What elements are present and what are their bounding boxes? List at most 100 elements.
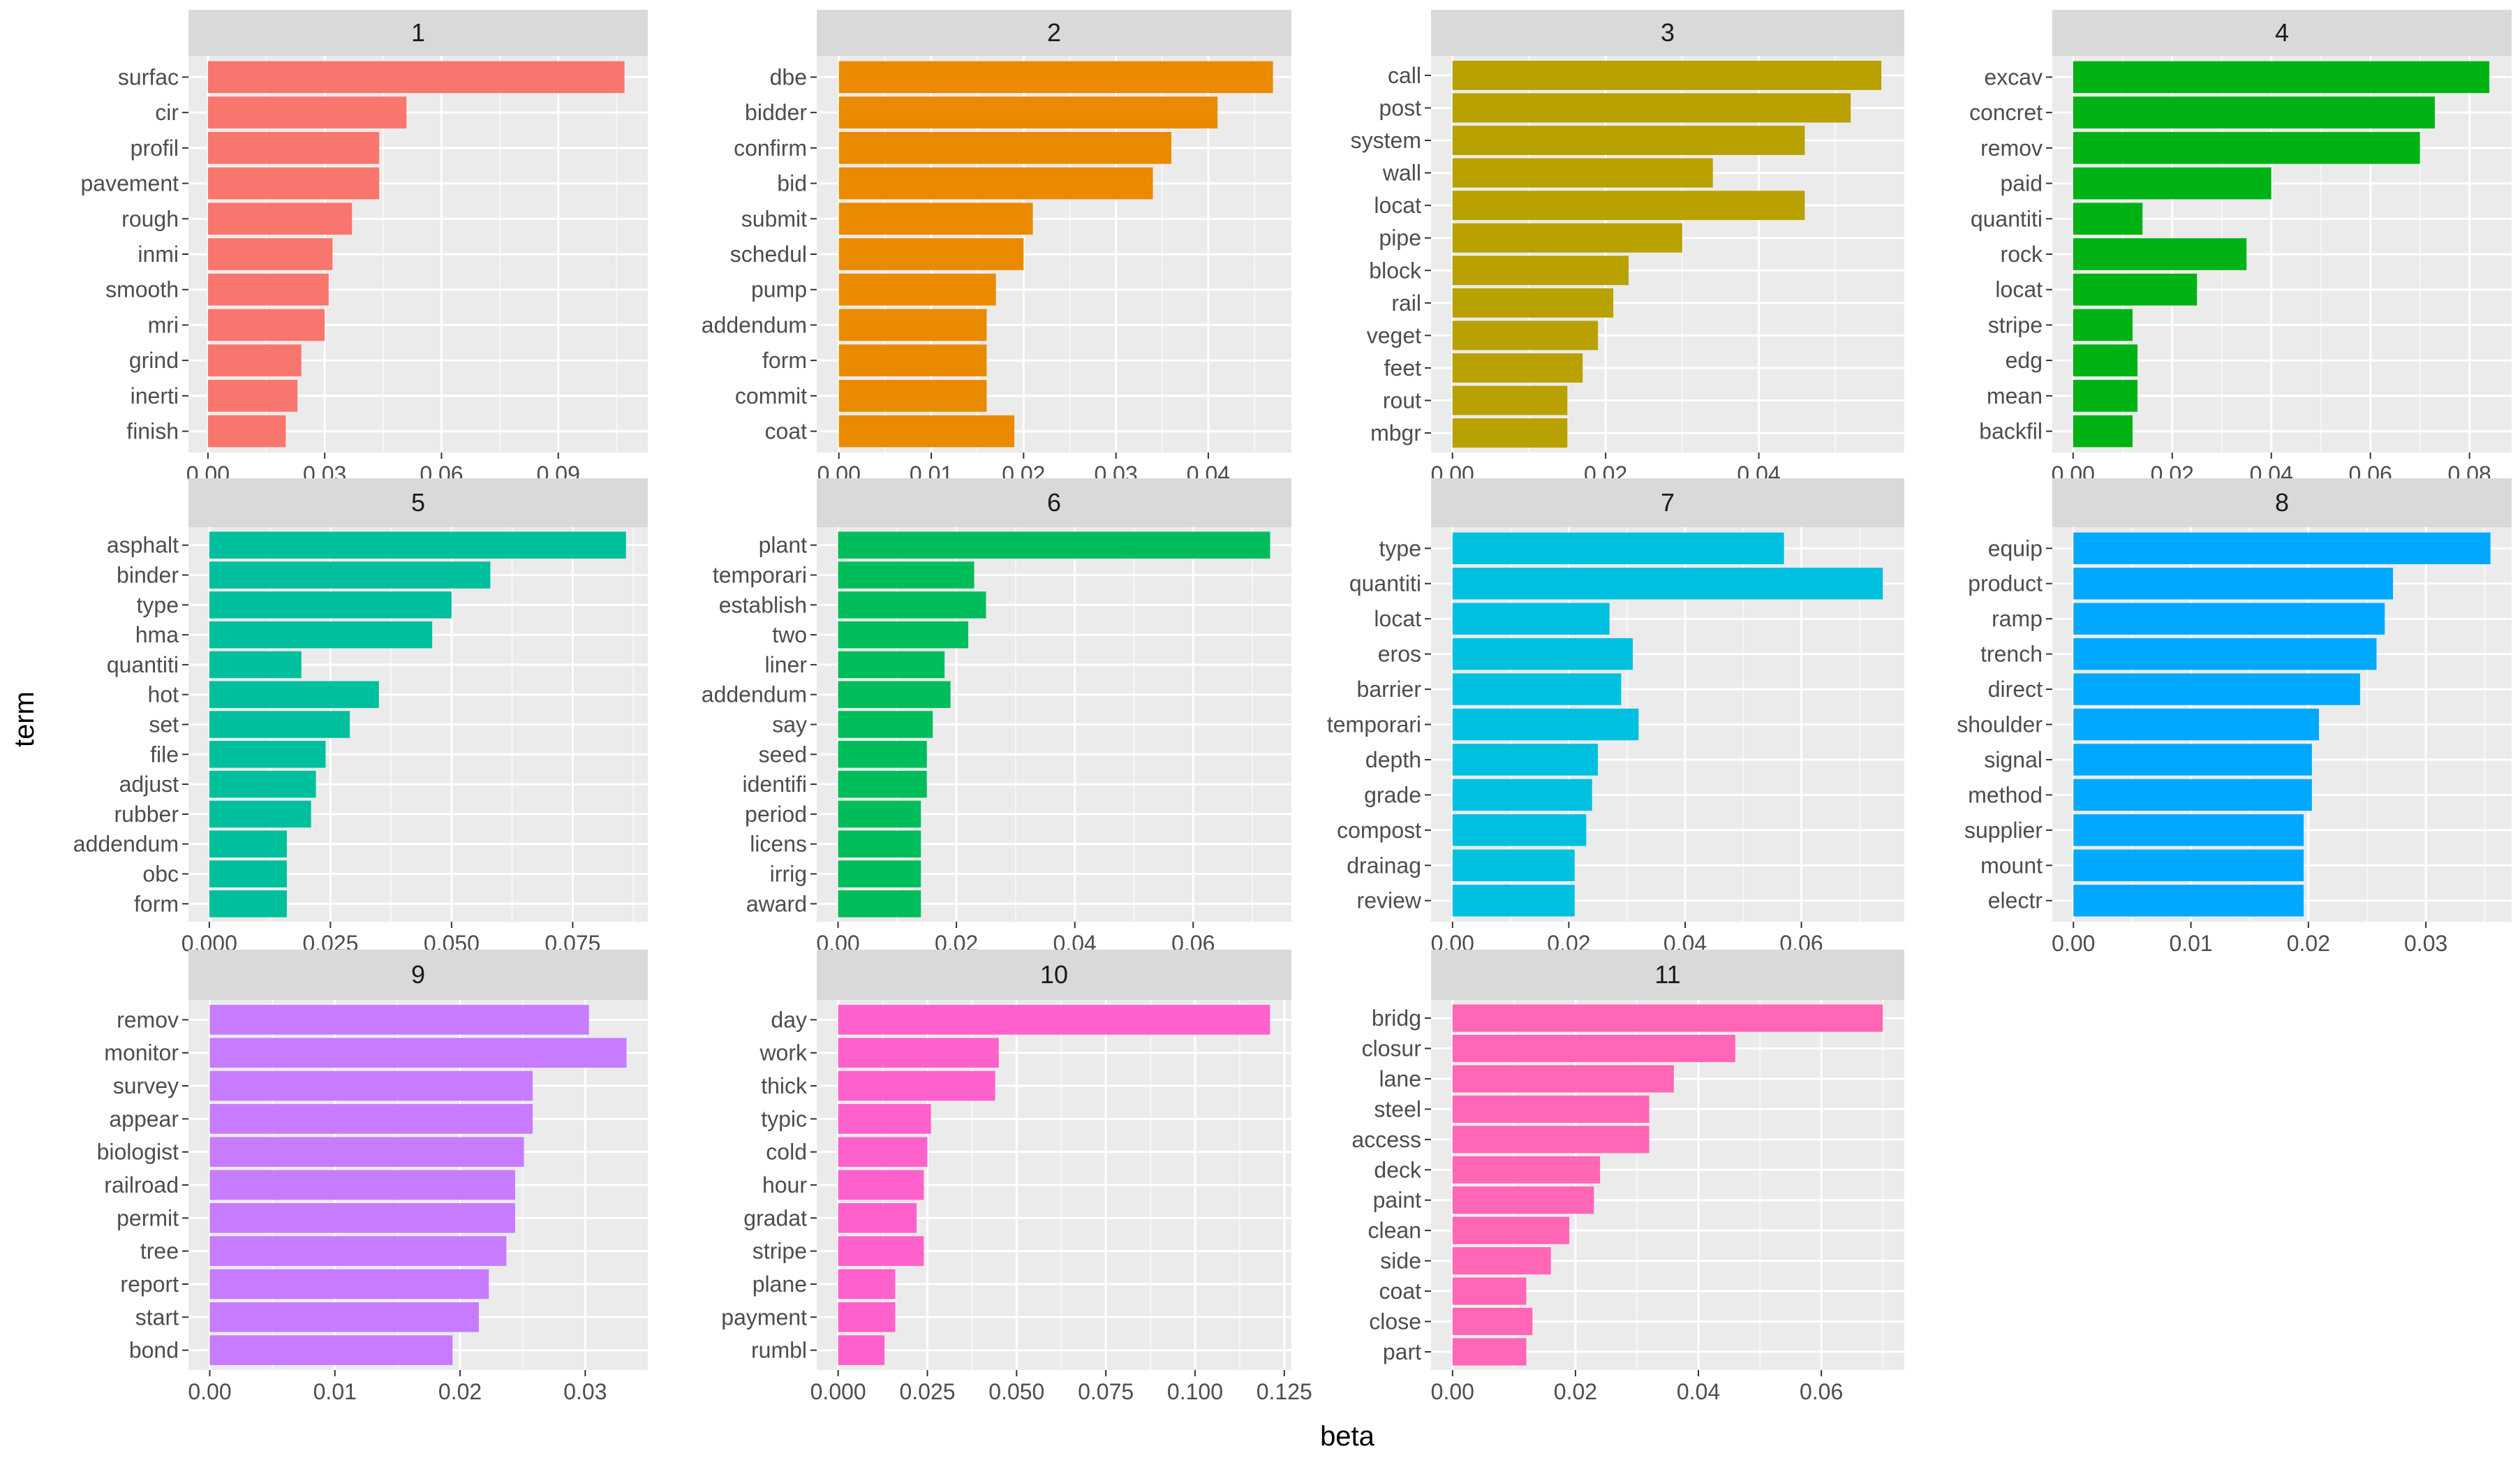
bar (209, 681, 379, 708)
bar (838, 167, 1153, 200)
bar (1452, 638, 1633, 670)
bar (1452, 158, 1713, 188)
term-label: permit (117, 1205, 179, 1230)
x-tick-label: 0.02 (438, 1379, 482, 1404)
term-label: direct (1988, 677, 2043, 702)
x-tick-label: 0.04 (1677, 1379, 1720, 1404)
bar (209, 800, 311, 828)
term-label: stripe (1988, 312, 2043, 337)
bar (209, 1203, 515, 1233)
facet-title: 3 (1661, 18, 1675, 47)
term-label: start (135, 1304, 179, 1330)
bar (838, 1038, 999, 1068)
bar (1452, 1095, 1650, 1123)
term-label: equip (1988, 536, 2043, 561)
bar (838, 344, 987, 376)
term-label: binder (117, 562, 179, 587)
x-tick-label: 0.00 (2052, 931, 2095, 956)
facet-strip (1431, 478, 1904, 527)
facet-2: 20.00 0.01 0.02 0.03 0.04dbebidderconfirmbid… (702, 10, 1291, 487)
term-label: irrig (770, 862, 807, 887)
bar (2073, 238, 2247, 270)
bar (1452, 288, 1614, 318)
term-label: addendum (73, 832, 179, 857)
term-label: coat (1379, 1279, 1422, 1304)
bar (207, 344, 302, 376)
term-label: rock (2001, 242, 2043, 267)
bar (2073, 167, 2271, 200)
bar (838, 273, 996, 306)
bar (209, 1137, 524, 1167)
term-label: locat (1374, 606, 1421, 631)
term-label: review (1357, 888, 1422, 913)
term-label: signal (1984, 747, 2043, 772)
term-label: work (759, 1040, 808, 1066)
facet-9: 9 0.00 0.01 0.02 0.03 remov monitor survey appea… (97, 950, 648, 1404)
bar (1452, 60, 1882, 90)
bar (209, 1236, 507, 1266)
bar (1452, 744, 1599, 776)
bar (209, 1269, 489, 1299)
bar (2073, 61, 2490, 94)
term-label: rail (1391, 290, 1421, 316)
term-label: system (1351, 128, 1421, 153)
bar (2073, 708, 2320, 741)
facet-title: 1 (411, 18, 425, 47)
bar (1452, 1338, 1527, 1366)
bar (209, 830, 287, 857)
term-label: paint (1373, 1188, 1422, 1213)
facet-strip (188, 478, 648, 527)
term-label: depth (1365, 747, 1421, 772)
x-tick-label: 0.025 (899, 1379, 955, 1404)
term-label: adjust (119, 772, 179, 797)
x-tick-label: 0.075 (1078, 1379, 1134, 1404)
bar (1452, 568, 1883, 600)
x-tick-label: 0.000 (810, 1379, 866, 1404)
bar (838, 238, 1024, 270)
term-label: licens (750, 832, 807, 857)
bar (1452, 321, 1599, 351)
bar (838, 132, 1172, 164)
term-label: post (1379, 95, 1422, 120)
facet-title: 9 (411, 960, 425, 989)
bar (2073, 309, 2133, 341)
bar (1452, 256, 1629, 286)
x-tick-label: 0.02 (2287, 931, 2330, 956)
bar (2073, 568, 2394, 600)
term-label: trench (1980, 642, 2043, 667)
bar (209, 770, 316, 798)
term-label: stripe (753, 1239, 807, 1264)
bar (2073, 273, 2197, 306)
facet-title: 2 (1047, 18, 1061, 47)
bar (838, 1104, 931, 1134)
bar (209, 1005, 589, 1035)
term-label: pavement (80, 171, 179, 196)
bar (207, 238, 333, 270)
term-label: close (1369, 1309, 1421, 1334)
bar (838, 1335, 885, 1365)
bar (838, 1137, 928, 1167)
bar (1452, 385, 1568, 415)
facet-title: 5 (411, 488, 425, 517)
term-label: gradat (743, 1205, 807, 1230)
term-label: hot (148, 682, 179, 707)
facet-8: 8 0.00 0.01 0.02 0.03 equip product ramp trench d… (1957, 478, 2512, 956)
bar (838, 621, 969, 649)
term-label: temporari (1327, 712, 1421, 737)
term-label: remov (1980, 135, 2043, 161)
bar (1452, 418, 1568, 448)
term-label: survey (113, 1073, 179, 1098)
bar (1452, 191, 1805, 221)
term-label: locat (1995, 277, 2043, 302)
term-label: method (1968, 782, 2043, 807)
y-axis-title: term (9, 691, 40, 747)
term-label: identifi (743, 772, 808, 797)
bar (838, 96, 1218, 128)
term-label: shoulder (1957, 712, 2043, 737)
facet-strip (817, 950, 1291, 1000)
term-label: type (137, 592, 179, 617)
term-label: addendum (702, 682, 807, 707)
x-tick-label: 0.125 (1257, 1379, 1312, 1404)
bar (838, 830, 921, 857)
